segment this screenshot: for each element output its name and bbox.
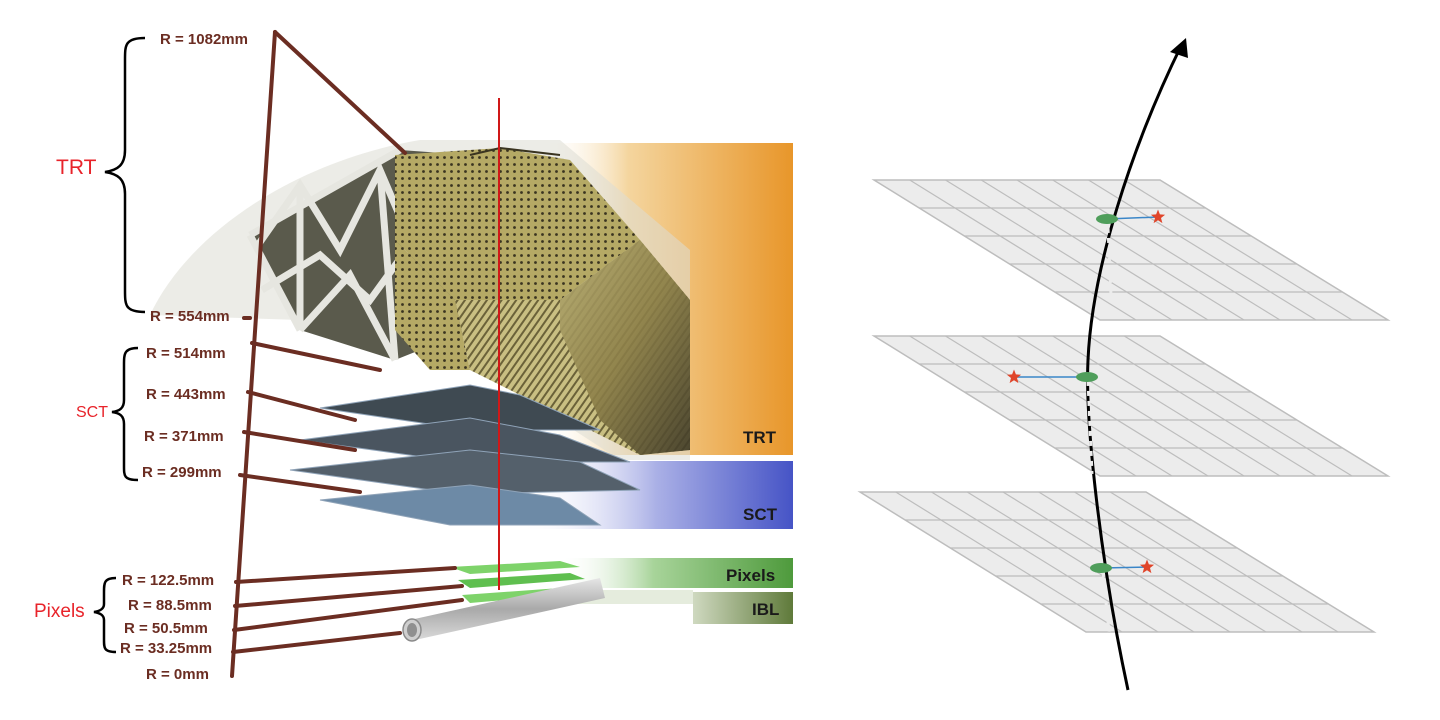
radius-label: R = 443mm: [146, 386, 226, 403]
radius-label: R = 1082mm: [160, 31, 248, 48]
trt-brace: [104, 36, 146, 314]
radius-label: R = 554mm: [150, 308, 230, 325]
inner-detector-illustration: [150, 98, 793, 642]
sct-layers: [289, 384, 641, 526]
star-icon: [1006, 369, 1022, 384]
braces: [93, 36, 146, 654]
pixels-brace: [93, 576, 117, 654]
band-label-pixels: Pixels: [726, 566, 776, 585]
trt-module-face: [395, 240, 470, 370]
group-label-sct: SCT: [76, 404, 108, 421]
group-label-pixels: Pixels: [34, 601, 85, 622]
hits: [1006, 209, 1166, 633]
radius-label: R = 371mm: [144, 428, 224, 445]
radius-label: R = 514mm: [146, 345, 226, 362]
radius-label: R = 88.5mm: [128, 597, 212, 614]
trt-module-dark: [560, 240, 690, 455]
beam-pipe: [402, 578, 605, 642]
track-arrowhead-icon: [1170, 38, 1188, 58]
ibl-band-fade: [575, 590, 693, 604]
trt-module-top: [395, 148, 640, 300]
hit-marker: [1096, 214, 1118, 224]
detector-plane: [871, 179, 1391, 321]
detector-plane: [871, 335, 1391, 477]
radius-label: R = 299mm: [142, 464, 222, 481]
hit-marker: [1090, 563, 1112, 573]
leader-lines: [230, 30, 464, 678]
group-label-trt: TRT: [56, 156, 97, 179]
hit-marker: [1076, 372, 1098, 382]
ibl-band: [693, 592, 793, 624]
detector-plane: [857, 491, 1377, 633]
band-label-ibl: IBL: [752, 600, 780, 619]
trt-frame-struts: [246, 146, 414, 362]
radius-label: R = 0mm: [146, 666, 209, 683]
band-label-sct: SCT: [743, 505, 777, 524]
track-hidden-segment: [1101, 571, 1111, 633]
detector-planes: [857, 179, 1391, 633]
star-icon: [1139, 559, 1155, 574]
star-icon: [1150, 209, 1166, 224]
radius-label: R = 122.5mm: [122, 572, 215, 589]
radius-label: R = 50.5mm: [124, 620, 208, 637]
radius-label: R = 33.25mm: [120, 640, 213, 657]
band-label-trt: TRT: [743, 428, 777, 447]
sct-brace: [111, 346, 139, 482]
